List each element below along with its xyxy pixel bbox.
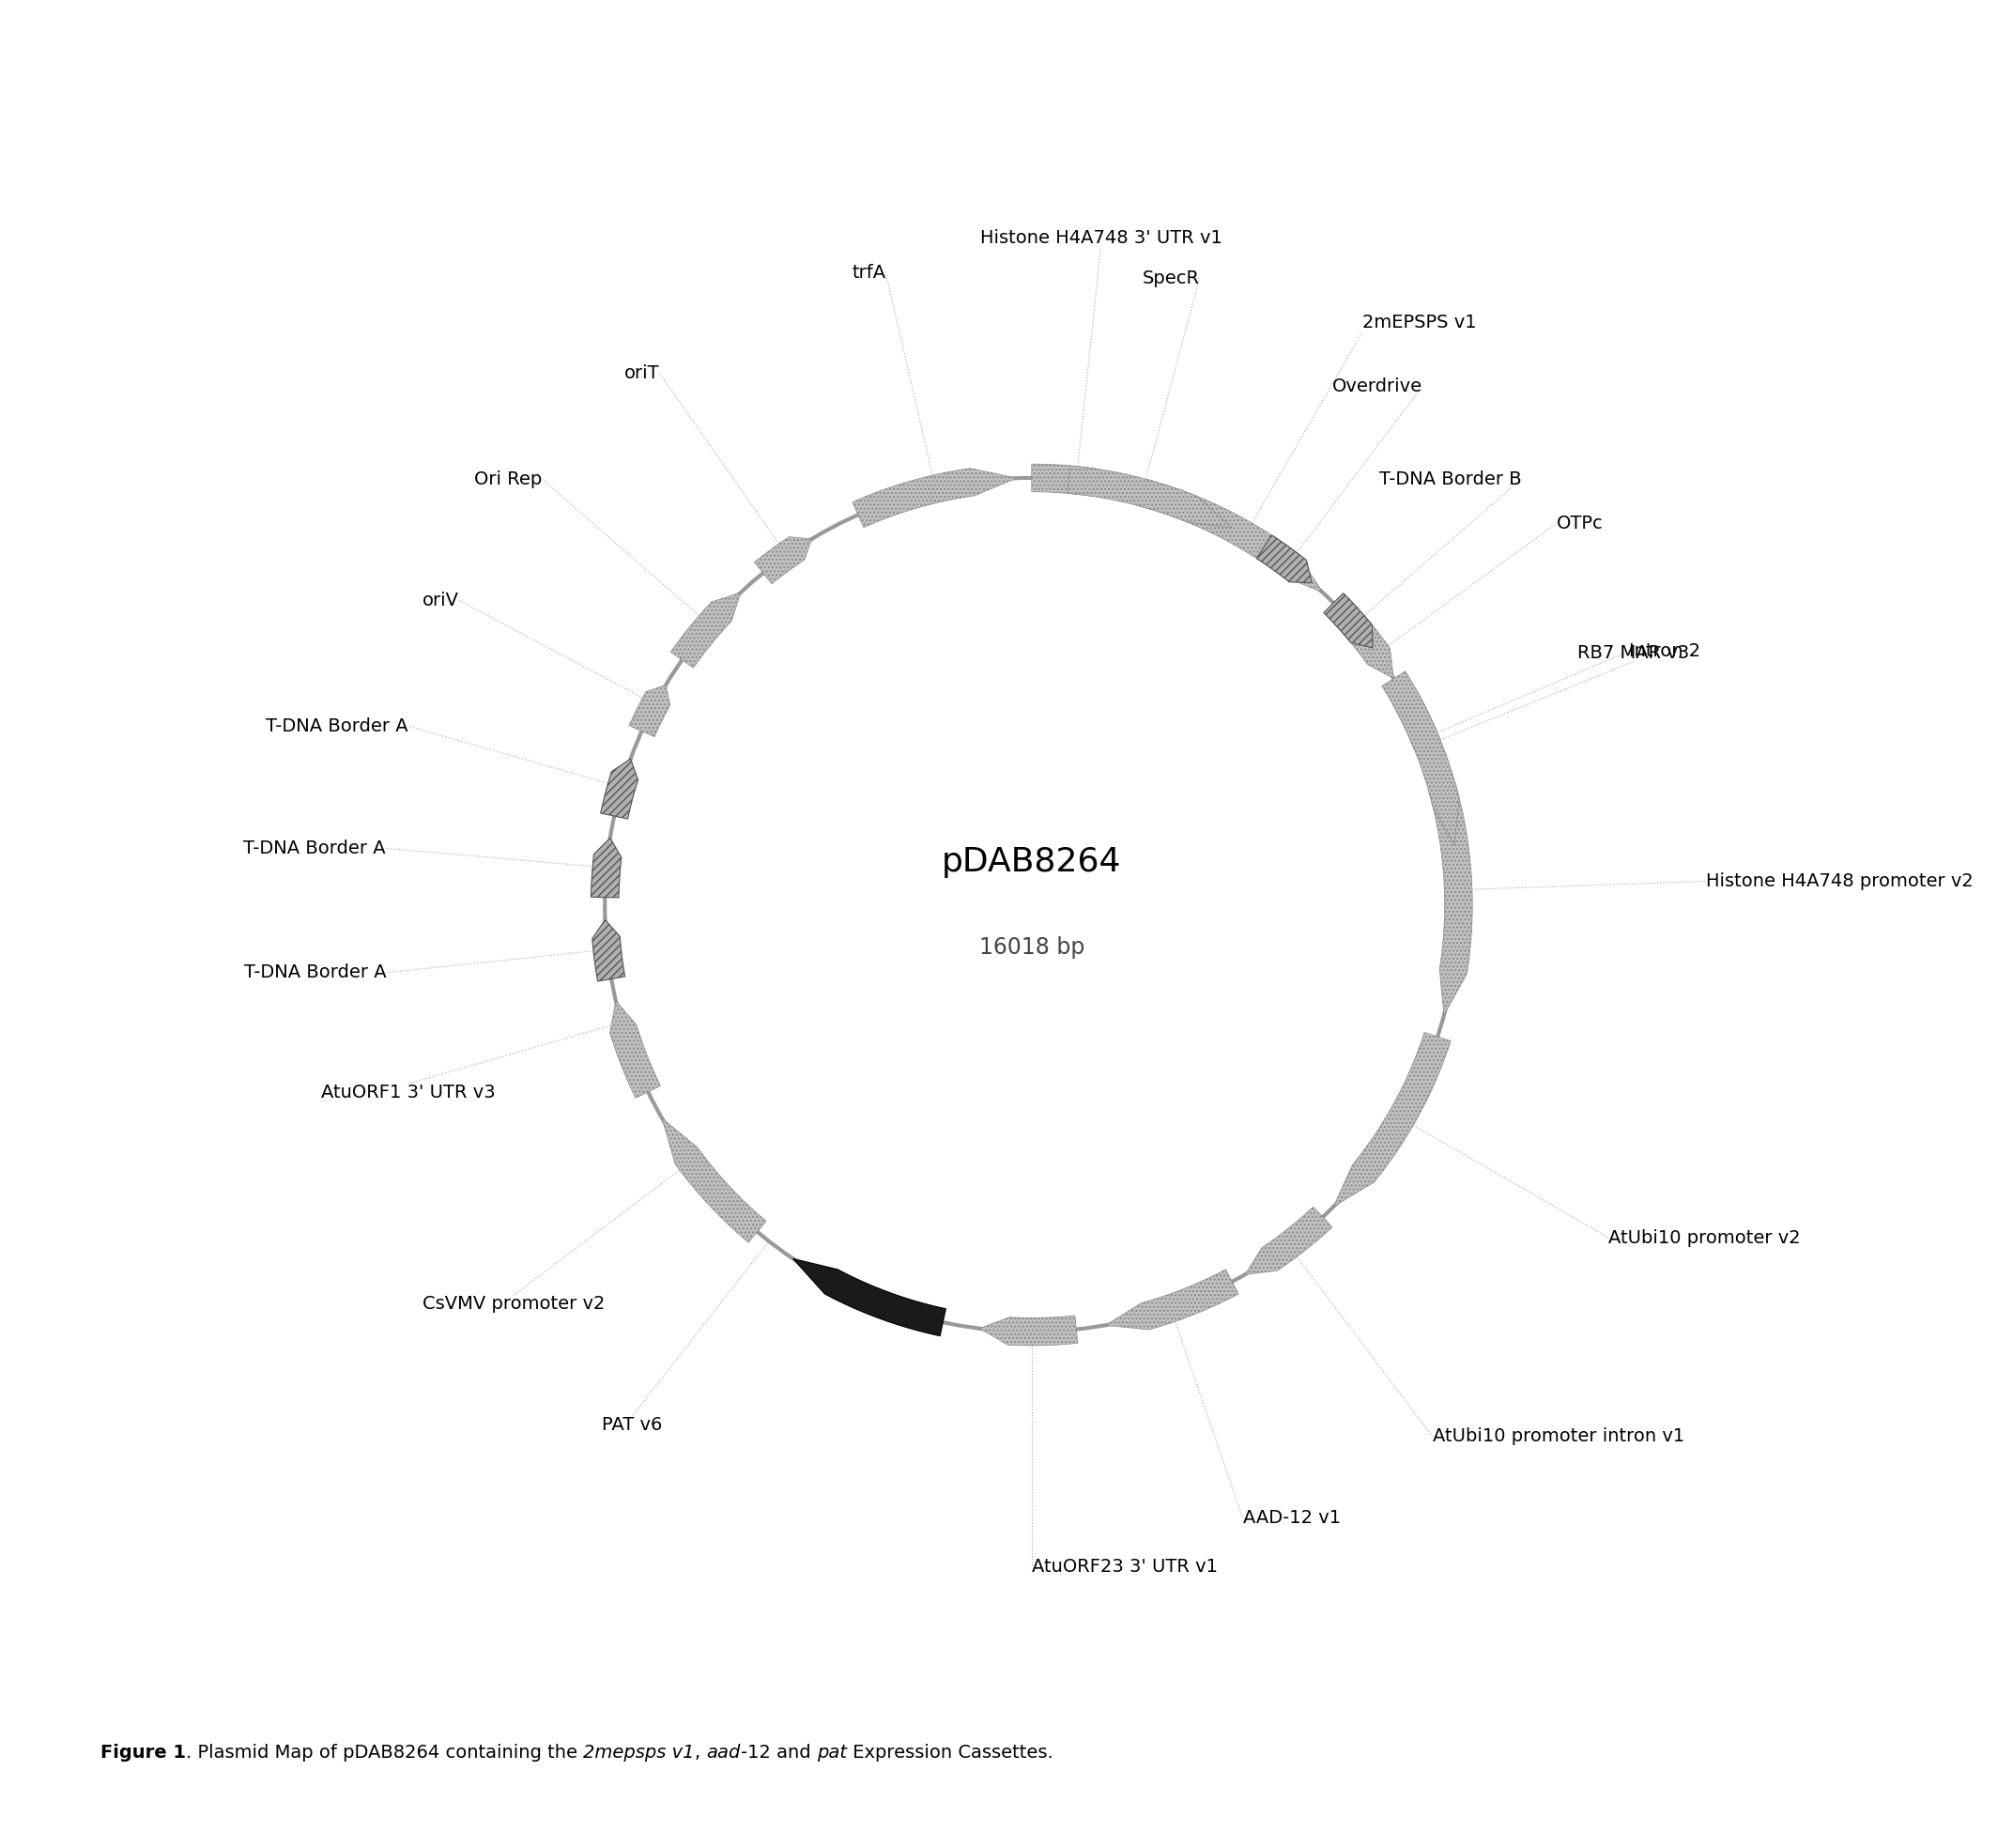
Text: RB7 MAR v3: RB7 MAR v3 [1578, 643, 1689, 662]
Polygon shape [1256, 536, 1312, 582]
Polygon shape [1105, 1270, 1238, 1331]
Polygon shape [1067, 466, 1232, 529]
Text: OTPc: OTPc [1556, 514, 1602, 532]
Polygon shape [1139, 479, 1323, 593]
Text: AAD-12 v1: AAD-12 v1 [1242, 1510, 1341, 1526]
Text: AtuORF23 3' UTR v1: AtuORF23 3' UTR v1 [1033, 1558, 1218, 1574]
Text: trfA: trfA [851, 264, 886, 281]
Polygon shape [1393, 691, 1439, 765]
Polygon shape [628, 686, 670, 737]
Text: AtUbi10 promoter intron v1: AtUbi10 promoter intron v1 [1433, 1429, 1685, 1445]
Text: Figure 1: Figure 1 [101, 1743, 185, 1761]
Text: Histone H4A748 promoter v2: Histone H4A748 promoter v2 [1705, 872, 1973, 891]
Text: -12 and: -12 and [741, 1743, 817, 1761]
Text: oriV: oriV [423, 591, 459, 610]
Polygon shape [670, 593, 741, 667]
Polygon shape [1429, 784, 1472, 1015]
Text: 2mepsps v1: 2mepsps v1 [584, 1743, 694, 1761]
Polygon shape [1033, 464, 1121, 497]
Polygon shape [1325, 593, 1373, 649]
Text: Histone H4A748 3' UTR v1: Histone H4A748 3' UTR v1 [980, 229, 1222, 248]
Text: T-DNA Border B: T-DNA Border B [1379, 469, 1522, 488]
Text: Overdrive: Overdrive [1333, 377, 1421, 395]
Text: 16018 bp: 16018 bp [978, 937, 1085, 959]
Text: T-DNA Border A: T-DNA Border A [244, 963, 386, 981]
Text: Ori Rep: Ori Rep [475, 469, 541, 488]
Text: aad: aad [707, 1743, 741, 1761]
Polygon shape [1246, 1207, 1333, 1275]
Polygon shape [793, 1258, 946, 1336]
Polygon shape [592, 837, 622, 898]
Polygon shape [662, 1118, 767, 1242]
Text: ,: , [694, 1743, 707, 1761]
Polygon shape [755, 536, 811, 584]
Text: Expression Cassettes.: Expression Cassettes. [847, 1743, 1053, 1761]
Text: . Plasmid Map of pDAB8264 containing the: . Plasmid Map of pDAB8264 containing the [185, 1743, 584, 1761]
Text: SpecR: SpecR [1141, 270, 1200, 286]
Text: oriT: oriT [624, 364, 660, 383]
Polygon shape [1329, 599, 1393, 678]
Polygon shape [851, 468, 1017, 527]
Polygon shape [592, 920, 624, 981]
Text: AtUbi10 promoter v2: AtUbi10 promoter v2 [1608, 1229, 1800, 1247]
Text: pDAB8264: pDAB8264 [942, 846, 1121, 878]
Text: AtuORF1 3' UTR v3: AtuORF1 3' UTR v3 [320, 1083, 495, 1101]
Text: T-DNA Border A: T-DNA Border A [266, 717, 409, 736]
Polygon shape [600, 760, 638, 819]
Text: PAT v6: PAT v6 [602, 1416, 662, 1434]
Polygon shape [980, 1316, 1077, 1345]
Polygon shape [610, 1002, 660, 1098]
Text: CsVMV promoter v2: CsVMV promoter v2 [423, 1295, 604, 1314]
Text: T-DNA Border A: T-DNA Border A [244, 839, 384, 857]
Text: 2mEPSPS v1: 2mEPSPS v1 [1363, 314, 1478, 333]
Text: Intron 2: Intron 2 [1629, 643, 1701, 660]
Text: pat: pat [817, 1743, 847, 1761]
Polygon shape [1333, 1033, 1451, 1207]
Polygon shape [1381, 671, 1459, 845]
